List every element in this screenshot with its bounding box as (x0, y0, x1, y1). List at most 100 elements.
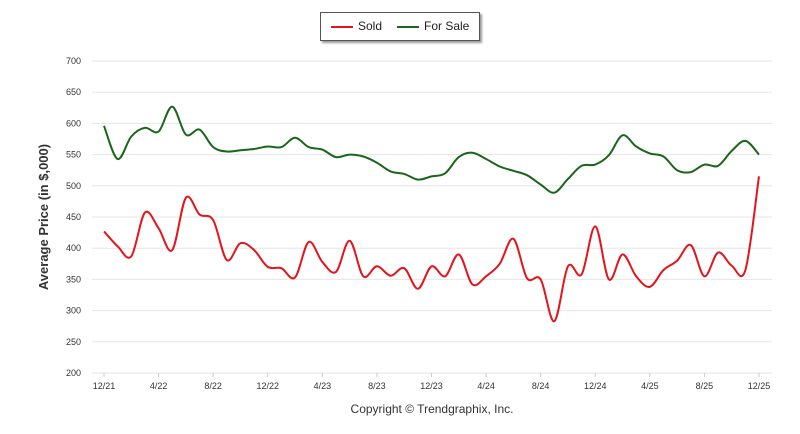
data-point-for-sale[interactable] (100, 122, 108, 130)
data-point-sold[interactable] (127, 252, 135, 260)
data-point-for-sale[interactable] (564, 175, 572, 183)
data-point-sold[interactable] (550, 317, 558, 325)
data-point-sold[interactable] (277, 264, 285, 272)
data-point-for-sale[interactable] (168, 103, 176, 111)
data-point-for-sale[interactable] (305, 143, 313, 151)
data-point-sold[interactable] (223, 256, 231, 264)
data-point-for-sale[interactable] (619, 131, 627, 139)
data-point-sold[interactable] (523, 274, 531, 282)
data-point-sold[interactable] (373, 262, 381, 270)
data-point-sold[interactable] (646, 283, 654, 291)
data-point-sold[interactable] (673, 257, 681, 265)
data-point-for-sale[interactable] (223, 147, 231, 155)
data-point-sold[interactable] (168, 246, 176, 254)
data-point-sold[interactable] (291, 274, 299, 282)
data-point-sold[interactable] (236, 239, 244, 247)
data-point-for-sale[interactable] (659, 152, 667, 160)
data-point-for-sale[interactable] (250, 145, 258, 153)
data-point-for-sale[interactable] (359, 152, 367, 160)
data-point-sold[interactable] (346, 237, 354, 245)
data-point-for-sale[interactable] (578, 162, 586, 170)
data-point-sold[interactable] (250, 246, 258, 254)
data-point-sold[interactable] (578, 270, 586, 278)
data-point-for-sale[interactable] (264, 142, 272, 150)
data-point-for-sale[interactable] (646, 149, 654, 157)
data-point-sold[interactable] (537, 275, 545, 283)
data-point-for-sale[interactable] (605, 151, 613, 159)
data-point-sold[interactable] (700, 272, 708, 280)
data-point-sold[interactable] (182, 194, 190, 202)
data-point-sold[interactable] (659, 266, 667, 274)
data-point-for-sale[interactable] (155, 128, 163, 136)
data-point-for-sale[interactable] (700, 161, 708, 169)
data-point-for-sale[interactable] (209, 143, 217, 151)
data-point-sold[interactable] (687, 241, 695, 249)
data-point-for-sale[interactable] (496, 162, 504, 170)
data-point-sold[interactable] (196, 211, 204, 219)
data-point-for-sale[interactable] (537, 181, 545, 189)
legend-item-for-sale[interactable]: For Sale (391, 13, 479, 40)
data-point-for-sale[interactable] (728, 147, 736, 155)
data-point-for-sale[interactable] (714, 162, 722, 170)
data-point-sold[interactable] (632, 272, 640, 280)
data-point-for-sale[interactable] (387, 167, 395, 175)
data-point-for-sale[interactable] (741, 137, 749, 145)
data-point-for-sale[interactable] (441, 169, 449, 177)
data-point-for-sale[interactable] (591, 161, 599, 169)
data-point-sold[interactable] (359, 272, 367, 280)
data-point-sold[interactable] (619, 250, 627, 258)
data-point-sold[interactable] (387, 272, 395, 280)
data-point-sold[interactable] (100, 227, 108, 235)
data-point-sold[interactable] (441, 272, 449, 280)
data-point-sold[interactable] (428, 262, 436, 270)
data-point-sold[interactable] (605, 275, 613, 283)
data-point-sold[interactable] (400, 264, 408, 272)
data-point-for-sale[interactable] (632, 142, 640, 150)
data-point-for-sale[interactable] (236, 146, 244, 154)
data-point-sold[interactable] (755, 172, 763, 180)
data-point-for-sale[interactable] (673, 166, 681, 174)
data-point-for-sale[interactable] (687, 168, 695, 176)
data-point-sold[interactable] (455, 250, 463, 258)
data-point-sold[interactable] (741, 266, 749, 274)
data-point-for-sale[interactable] (346, 151, 354, 159)
data-point-sold[interactable] (332, 268, 340, 276)
data-point-sold[interactable] (209, 216, 217, 224)
data-point-for-sale[interactable] (455, 153, 463, 161)
data-point-sold[interactable] (591, 222, 599, 230)
data-point-for-sale[interactable] (291, 134, 299, 142)
data-point-for-sale[interactable] (127, 133, 135, 141)
data-point-sold[interactable] (141, 209, 149, 217)
data-point-sold[interactable] (496, 260, 504, 268)
data-point-for-sale[interactable] (373, 159, 381, 167)
data-point-sold[interactable] (414, 285, 422, 293)
legend-item-sold[interactable]: Sold (321, 13, 391, 40)
data-point-for-sale[interactable] (550, 189, 558, 197)
data-point-for-sale[interactable] (468, 149, 476, 157)
data-point-for-sale[interactable] (523, 171, 531, 179)
data-point-for-sale[interactable] (141, 124, 149, 132)
data-point-for-sale[interactable] (318, 146, 326, 154)
data-point-for-sale[interactable] (414, 176, 422, 184)
data-point-for-sale[interactable] (509, 167, 517, 175)
data-point-sold[interactable] (305, 238, 313, 246)
data-point-for-sale[interactable] (277, 143, 285, 151)
data-point-sold[interactable] (468, 280, 476, 288)
data-point-sold[interactable] (509, 235, 517, 243)
data-point-sold[interactable] (714, 249, 722, 257)
data-point-for-sale[interactable] (428, 172, 436, 180)
data-point-sold[interactable] (564, 262, 572, 270)
data-point-sold[interactable] (114, 242, 122, 250)
data-point-sold[interactable] (264, 263, 272, 271)
data-point-sold[interactable] (318, 258, 326, 266)
data-point-for-sale[interactable] (196, 126, 204, 134)
data-point-sold[interactable] (482, 272, 490, 280)
data-point-sold[interactable] (728, 262, 736, 270)
data-point-for-sale[interactable] (182, 131, 190, 139)
data-point-for-sale[interactable] (400, 170, 408, 178)
data-point-for-sale[interactable] (332, 153, 340, 161)
data-point-for-sale[interactable] (482, 155, 490, 163)
data-point-for-sale[interactable] (114, 155, 122, 163)
data-point-for-sale[interactable] (755, 151, 763, 159)
data-point-sold[interactable] (155, 224, 163, 232)
